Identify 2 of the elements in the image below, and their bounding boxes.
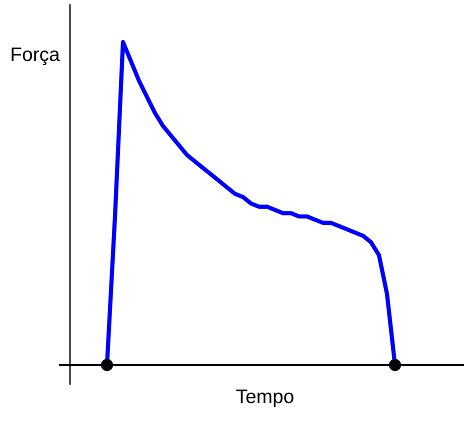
- y-axis-title: Força: [12, 48, 60, 66]
- x-axis-title: Tempo: [236, 390, 294, 408]
